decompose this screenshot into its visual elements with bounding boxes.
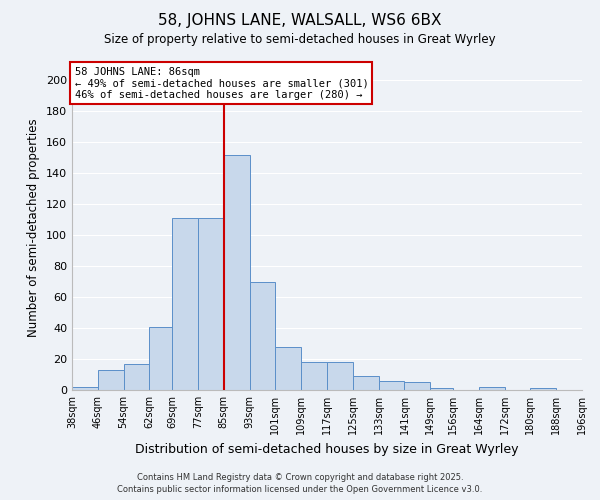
Bar [149,326,172,390]
Text: 58 JOHNS LANE: 86sqm
← 49% of semi-detached houses are smaller (301)
46% of semi: 58 JOHNS LANE: 86sqm ← 49% of semi-detac… [74,66,368,100]
Bar [301,362,327,390]
Bar [250,282,275,390]
Text: Contains public sector information licensed under the Open Government Licence v3: Contains public sector information licen… [118,485,482,494]
Bar [72,387,98,390]
Bar [404,382,430,390]
Bar [353,376,379,390]
Bar [98,370,124,390]
Text: Contains HM Land Registry data © Crown copyright and database right 2025.: Contains HM Land Registry data © Crown c… [137,472,463,482]
Text: 58, JOHNS LANE, WALSALL, WS6 6BX: 58, JOHNS LANE, WALSALL, WS6 6BX [158,12,442,28]
Bar [327,362,353,390]
Y-axis label: Number of semi-detached properties: Number of semi-detached properties [28,118,40,337]
X-axis label: Distribution of semi-detached houses by size in Great Wyrley: Distribution of semi-detached houses by … [135,442,519,456]
Text: Size of property relative to semi-detached houses in Great Wyrley: Size of property relative to semi-detach… [104,32,496,46]
Bar [479,387,505,390]
Bar [379,380,404,390]
Bar [172,218,198,390]
Bar [530,388,556,390]
Bar [198,218,224,390]
Bar [430,388,453,390]
Bar [224,155,250,390]
Bar [275,346,301,390]
Bar [124,364,149,390]
